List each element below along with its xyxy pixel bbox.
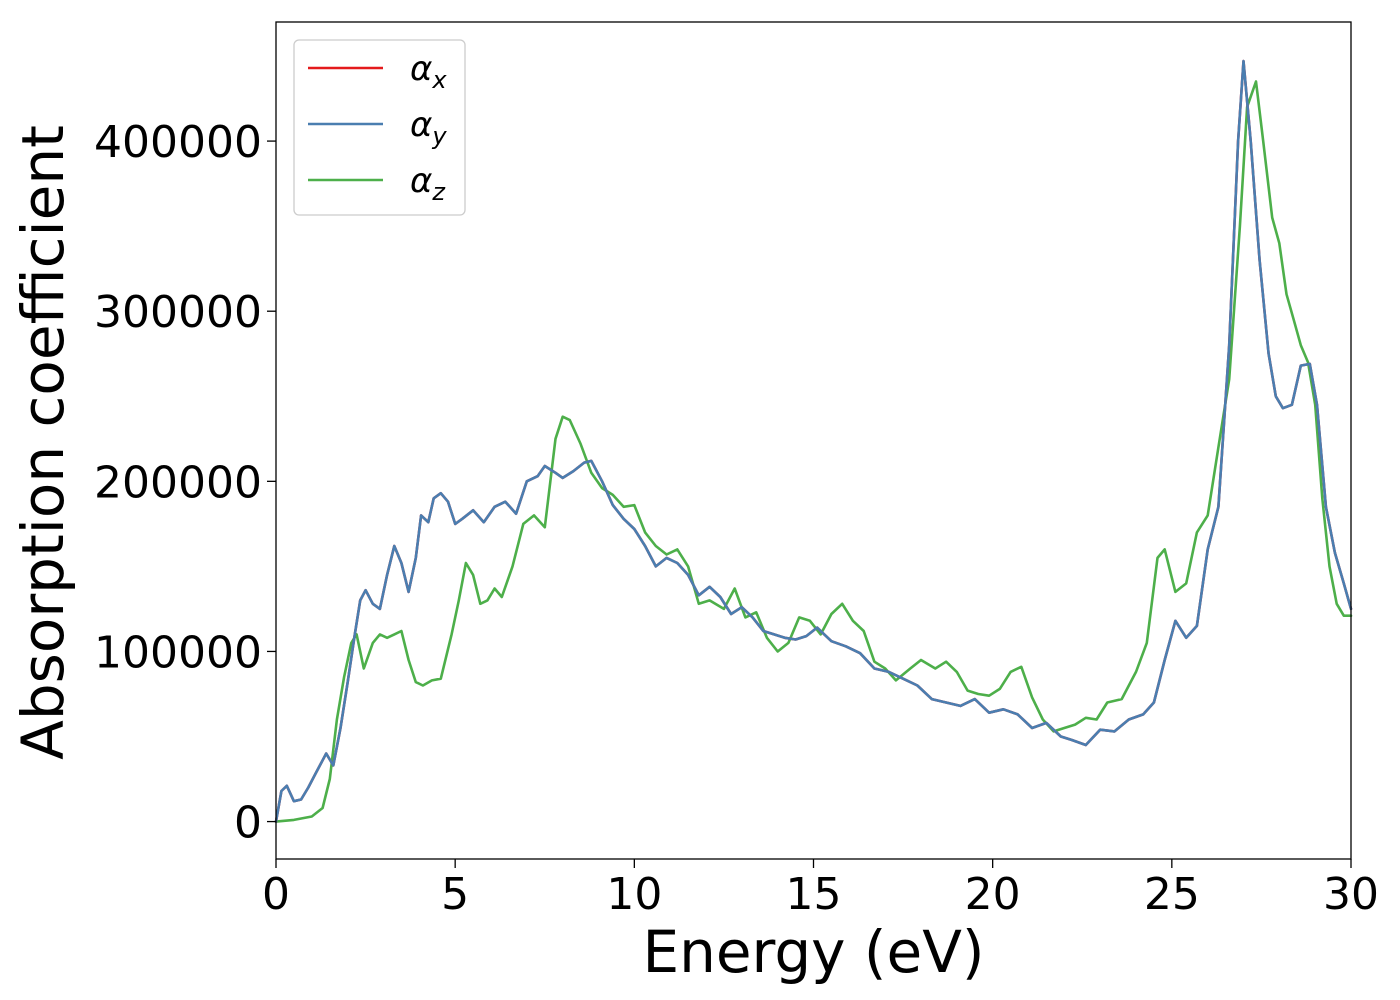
x-tick-label: 30	[1323, 869, 1379, 920]
series-line-y	[274, 59, 1353, 823]
legend-label-x: αx	[410, 49, 447, 94]
plot-frame	[275, 21, 1352, 860]
legend-label-z: αz	[410, 161, 446, 206]
legend-box	[293, 39, 466, 216]
series-layer	[274, 59, 1353, 823]
legend-label-y: αy	[410, 105, 447, 150]
x-tick-label: 0	[262, 869, 290, 920]
series-line-z	[274, 80, 1353, 823]
x-axis-label: Energy (eV)	[642, 918, 984, 986]
x-tick-label: 20	[965, 869, 1021, 920]
x-tick-label: 25	[1144, 869, 1200, 920]
y-tick-label: 400000	[94, 117, 262, 168]
x-tick-label: 5	[441, 869, 469, 920]
y-tick-label: 0	[234, 798, 262, 849]
y-tick-label: 100000	[94, 627, 262, 678]
y-axis-label: Absorption coefficient	[9, 125, 77, 760]
legend: αx αy αz	[293, 39, 466, 216]
y-tick-label: 200000	[94, 457, 262, 508]
x-tick-label: 15	[786, 869, 842, 920]
x-tick-label: 10	[606, 869, 662, 920]
ticks-layer: 0 5 10 15 20 25 30 0 100000 200000 300000 400000	[94, 117, 1379, 920]
y-tick-label: 300000	[94, 287, 262, 338]
